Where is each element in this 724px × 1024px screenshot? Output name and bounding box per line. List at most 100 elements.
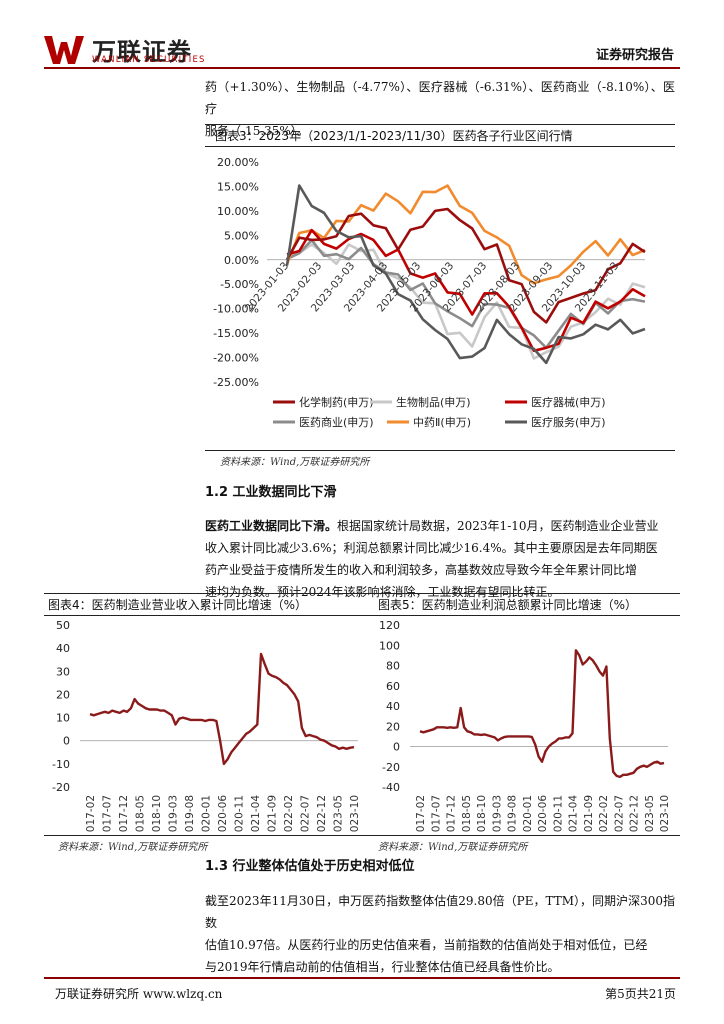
- figure3-title: 图表3：2023年（2023/1/1-2023/11/30）医药各子行业区间行情: [215, 129, 573, 143]
- x-tick-label: 2022-12: [316, 795, 328, 833]
- company-logo: 万联证券 WANLIAN SECURITIES: [44, 34, 234, 66]
- figure3-source: 资料来源：Wind,万联证券研究所: [220, 457, 370, 468]
- x-tick-label: 2021-04: [250, 795, 262, 833]
- legend-label: 化学制药(申万): [299, 395, 374, 409]
- figure3-top-rule: [205, 124, 675, 125]
- x-tick-label: 2023-05: [333, 795, 345, 833]
- intro-line-2: 服务（-15.35%）。: [205, 124, 309, 138]
- y-tick-label: 0.00%: [224, 254, 259, 267]
- y-tick-label: 0: [393, 741, 400, 754]
- figure4-title: 图表4：医药制造业营业收入累计同比增速（%）: [48, 598, 308, 612]
- legend-label: 生物制品(申万): [396, 395, 471, 409]
- figure3-chart: 20.00% 15.00% 10.00% 5.00% 0.00% -5.00% -10.00…: [213, 156, 646, 429]
- para-1-3-line-3: 与2019年行情启动前的估值相当，行业整体估值已经具备性价比。: [205, 960, 560, 974]
- y-tick-label: 0: [63, 735, 70, 748]
- para-1-2-line-3: 药产业受益于疫情所发生的收入和利润较多，高基数效应导致今年全年累计同比增: [205, 563, 638, 577]
- figure3-title-rule: [205, 146, 675, 147]
- y-tick-label: 40: [56, 642, 70, 655]
- x-tick-label: 2020-01: [201, 795, 213, 833]
- x-tick-label: 2018-05: [461, 795, 473, 833]
- x-tick-label: 2017-07: [430, 795, 442, 833]
- series-line: [286, 228, 646, 353]
- series-line: [419, 649, 665, 779]
- figure5-chart: 120 100 80 60 40 20 0 -20 -40 2017-02 2017-07 2017-…: [379, 619, 671, 833]
- y-tick-label: -20.00%: [213, 352, 259, 365]
- x-tick-label: 2019-08: [507, 795, 519, 833]
- x-tick-label: 2023-10: [659, 795, 671, 833]
- y-tick-label: -5.00%: [220, 278, 259, 291]
- x-tick-label: 2022-02: [283, 795, 295, 833]
- figure5-title: 图表5：医药制造业利润总额累计同比增速（%）: [378, 598, 638, 612]
- y-tick-label: 20: [56, 688, 70, 701]
- y-tick-label: -15.00%: [213, 327, 259, 340]
- x-tick-label: 2020-01: [522, 795, 534, 833]
- y-tick-label: 15.00%: [217, 180, 259, 193]
- x-tick-label: 2018-05: [135, 795, 147, 833]
- y-tick-label: -20: [52, 781, 70, 794]
- x-tick-label: 2022-12: [629, 795, 641, 833]
- y-tick-label: -40: [382, 781, 400, 794]
- x-tick-label: 2021-09: [267, 795, 279, 833]
- y-tick-label: 100: [379, 639, 400, 652]
- y-tick-label: 20: [386, 720, 400, 733]
- x-tick-label: 2021-04: [568, 795, 580, 833]
- series-line: [285, 184, 646, 365]
- series-line: [89, 652, 355, 766]
- figure4-chart: 50 40 30 20 10 0 -10 -20 2017-02 2017-07 2017-12 20…: [52, 619, 361, 833]
- footer-page-number: 第5页共21页: [605, 987, 676, 1001]
- x-tick-label: 2017-07: [102, 795, 114, 833]
- para-1-2-line-2: 收入累计同比减少3.6%；利润总额累计同比减少16.4%。其中主要原因是去年同期…: [205, 541, 658, 555]
- logo-chinese-name: 万联证券: [92, 38, 192, 66]
- legend-label: 医疗器械(申万): [531, 395, 606, 409]
- intro-line-1: 药（+1.30%）、生物制品（-4.77%）、医疗器械（-6.31%）、医药商业…: [205, 80, 675, 116]
- header-divider: [44, 67, 680, 69]
- x-tick-label: 2020-06: [217, 795, 229, 833]
- para-1-3-line-1: 截至2023年11月30日，申万医药指数整体估值29.80倍（PE，TTM），同…: [205, 894, 675, 930]
- section-1-3-title: 1.3 行业整体估值处于历史相对低位: [205, 859, 415, 874]
- y-tick-label: -10: [52, 758, 70, 771]
- x-tick-label: 2022-07: [613, 795, 625, 833]
- section-1-2-paragraph: 医药工业数据同比下滑。根据国家统计局数据，2023年1-10月，医药制造业企业营…: [205, 515, 675, 603]
- y-tick-label: 120: [379, 619, 400, 632]
- y-tick-label: -10.00%: [213, 303, 259, 316]
- footer-company: 万联证券研究所 www.wlzq.cn: [55, 987, 223, 1001]
- legend-label: 中药Ⅱ(申万): [413, 416, 471, 429]
- x-tick-label: 2019-03: [168, 795, 180, 833]
- x-tick-label: 2023-05: [644, 795, 656, 833]
- y-tick-label: 20.00%: [217, 156, 259, 169]
- page-header: 万联证券 WANLIAN SECURITIES 证券研究报告: [0, 0, 724, 69]
- x-tick-label: 2017-12: [118, 795, 130, 833]
- legend-label: 医疗服务(申万): [531, 415, 606, 429]
- figure4-5-bottom-rule: [44, 835, 680, 836]
- x-tick-label: 2017-12: [446, 795, 458, 833]
- x-tick-label: 2022-07: [300, 795, 312, 833]
- x-tick-label: 2019-03: [491, 795, 503, 833]
- y-tick-label: -25.00%: [213, 376, 259, 389]
- y-tick-label: 80: [386, 660, 400, 673]
- series-line: [285, 207, 646, 324]
- figure3-bottom-rule: [205, 450, 675, 451]
- y-tick-label: 50: [56, 619, 70, 632]
- legend-label: 医药商业(申万): [299, 415, 374, 429]
- y-tick-label: 60: [386, 680, 400, 693]
- section-1-2-title: 1.2 工业数据同比下滑: [205, 485, 337, 500]
- footer-divider: [44, 977, 680, 979]
- report-type-label: 证券研究报告: [595, 48, 674, 63]
- logo-english-name: WANLIAN SECURITIES: [92, 55, 206, 65]
- y-tick-label: 40: [386, 700, 400, 713]
- y-tick-label: 10: [56, 712, 70, 725]
- para-1-2-line-4: 速均为负数。预计2024年该影响将消除，工业数据有望同比转正。: [205, 585, 560, 599]
- x-tick-label: 2018-10: [151, 795, 163, 833]
- x-tick-label: 2020-06: [537, 795, 549, 833]
- figure4-5-title-rule: [44, 615, 680, 616]
- intro-paragraph: 药（+1.30%）、生物制品（-4.77%）、医疗器械（-6.31%）、医药商业…: [205, 76, 675, 142]
- x-tick-label: 2022-02: [598, 795, 610, 833]
- x-tick-label: 2017-02: [415, 795, 427, 833]
- x-tick-label: 2020-11: [552, 795, 564, 833]
- x-tick-label: 2019-08: [184, 795, 196, 833]
- figure4-5-top-rule: [44, 593, 680, 594]
- para-1-2-lead: 医药工业数据同比下滑。: [205, 519, 338, 533]
- y-tick-label: -20: [382, 761, 400, 774]
- y-tick-label: 30: [56, 665, 70, 678]
- figure4-source: 资料来源：Wind,万联证券研究所: [58, 842, 208, 853]
